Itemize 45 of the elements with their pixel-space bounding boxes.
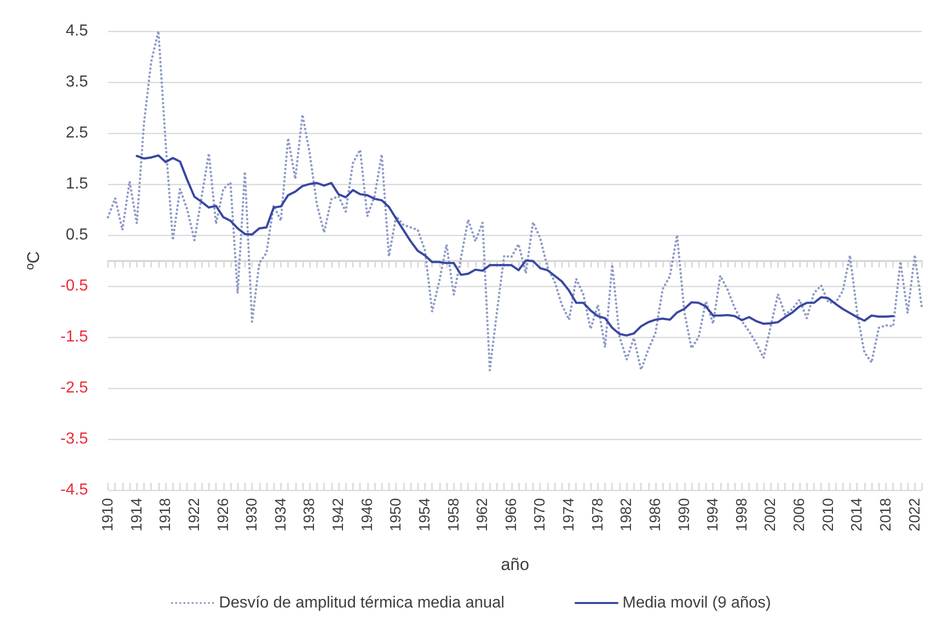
x-tick-label: 1986 [646,498,664,532]
legend-label: Media movil (9 años) [622,594,771,612]
x-tick-label: 1950 [388,498,405,532]
legend-label: Desvío de amplitud térmica media anual [219,594,504,612]
line-series [136,154,894,337]
y-tick-label: -1.5 [60,328,88,346]
y-tick-label: 1.5 [66,176,88,192]
x-tick-label: 1926 [214,498,232,532]
x-tick-label: 2022 [906,498,924,532]
x-tick-label: 1974 [560,498,578,532]
x-tick-label: 1946 [358,498,376,532]
x-tick-label: 1970 [532,498,549,532]
x-tick-label: 1922 [186,498,203,532]
x-tick-label: 1954 [416,498,434,532]
x-tick-label: 1934 [272,498,290,532]
x-tick-label: 1942 [330,498,348,532]
y-tick-label: -0.5 [60,278,88,294]
y-tick-label: 0.5 [66,226,88,244]
x-axis-title: año [500,555,530,574]
line-series [106,30,924,372]
x-tick-label: 1978 [589,498,606,532]
x-tick-label: 1982 [618,498,636,532]
x-tick-label: 1930 [244,498,261,532]
x-tick-label: 2010 [820,498,837,532]
x-tick-label: 1938 [301,498,318,532]
x-tick-label: 1910 [100,498,116,532]
x-tick-label: 1990 [676,498,693,532]
x-tick-label: 2014 [848,498,866,532]
y-tick-label: -2.5 [60,380,88,396]
y-tick-label: 4.5 [66,22,88,40]
y-tick-label: 2.5 [66,124,88,142]
y-tick-label: -3.5 [60,430,88,448]
x-tick-label: 1958 [445,498,462,532]
x-tick-label: 1914 [128,498,146,532]
x-tick-label: 2006 [791,498,808,532]
x-tick-label: 1962 [474,498,492,532]
x-tick-label: 1918 [157,498,174,532]
x-tick-label: 1998 [733,498,750,532]
x-tick-label: 1994 [704,498,722,532]
x-tick-label: 2018 [877,498,894,532]
y-tick-label: 3.5 [66,74,88,90]
y-axis-title: ºC [24,251,43,270]
x-tick-label: 2002 [762,498,780,532]
y-tick-label: -4.5 [60,482,88,498]
x-tick-label: 1966 [502,498,520,532]
